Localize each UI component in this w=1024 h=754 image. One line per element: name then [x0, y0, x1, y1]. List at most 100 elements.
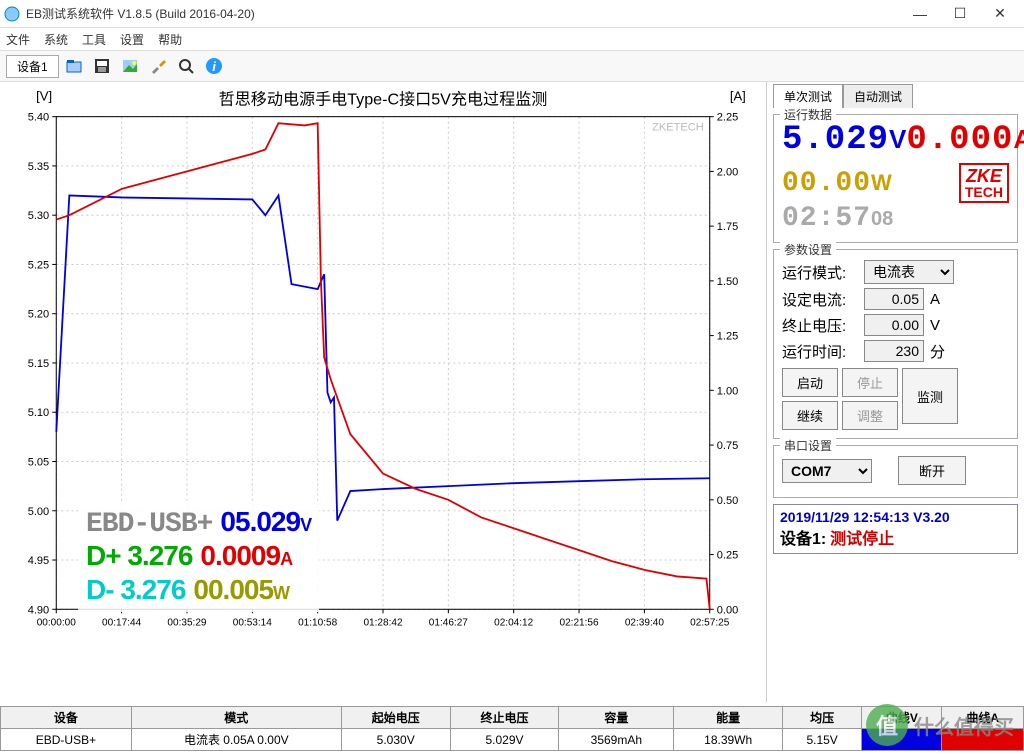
minimize-button[interactable]: — — [900, 2, 940, 26]
svg-text:02:39:40: 02:39:40 — [625, 617, 665, 628]
titlebar: EB测试系统软件 V1.8.5 (Build 2016-04-20) — ☐ ✕ — [0, 0, 1024, 28]
svg-text:5.05: 5.05 — [28, 457, 50, 469]
svg-text:1.75: 1.75 — [717, 221, 739, 233]
cutoff-v-label: 终止电压: — [782, 315, 858, 336]
monitor-button[interactable]: 监测 — [902, 368, 958, 424]
close-button[interactable]: ✕ — [980, 2, 1020, 26]
open-icon[interactable] — [61, 53, 87, 79]
svg-text:5.00: 5.00 — [28, 506, 50, 518]
run-current: 0.000 — [906, 121, 1013, 159]
svg-text:00:17:44: 00:17:44 — [102, 617, 142, 628]
svg-text:ZKETECH: ZKETECH — [652, 122, 704, 134]
svg-text:02:04:12: 02:04:12 — [494, 617, 534, 628]
svg-text:01:10:58: 01:10:58 — [298, 617, 338, 628]
svg-text:02:21:56: 02:21:56 — [559, 617, 599, 628]
svg-text:2.25: 2.25 — [717, 112, 739, 124]
runtime-input[interactable] — [864, 340, 924, 362]
runtime-label: 运行时间: — [782, 341, 858, 362]
adjust-button[interactable]: 调整 — [842, 401, 898, 430]
stop-button[interactable]: 停止 — [842, 368, 898, 397]
svg-text:5.20: 5.20 — [28, 309, 50, 321]
run-data-panel: 运行数据 5.029V 0.000A 00.00W ZKETECH 02:570… — [773, 114, 1018, 243]
menu-system[interactable]: 系统 — [44, 31, 68, 48]
svg-text:4.90: 4.90 — [28, 604, 50, 616]
status-message: 测试停止 — [830, 531, 894, 548]
window-title: EB测试系统软件 V1.8.5 (Build 2016-04-20) — [26, 5, 900, 22]
svg-text:00:00:00: 00:00:00 — [37, 617, 77, 628]
info-icon[interactable]: i — [201, 53, 227, 79]
svg-text:[V]: [V] — [36, 89, 52, 104]
menubar: 文件 系统 工具 设置 帮助 — [0, 28, 1024, 50]
svg-text:i: i — [212, 59, 216, 74]
test-tabs: 单次测试 自动测试 — [773, 84, 1018, 108]
svg-text:0.25: 0.25 — [717, 550, 739, 562]
svg-text:5.40: 5.40 — [28, 112, 50, 124]
overlay-dplus: D+ 3.276 — [86, 540, 192, 574]
set-current-input[interactable] — [864, 288, 924, 310]
device-tab[interactable]: 设备1 — [6, 55, 59, 78]
com-port-select[interactable]: COM7 — [782, 459, 872, 483]
set-current-label: 设定电流: — [782, 289, 858, 310]
param-legend: 参数设置 — [780, 241, 836, 258]
image-icon[interactable] — [117, 53, 143, 79]
svg-text:00:53:14: 00:53:14 — [233, 617, 273, 628]
mode-label: 运行模式: — [782, 262, 858, 283]
run-data-legend: 运行数据 — [780, 106, 836, 123]
svg-text:2.00: 2.00 — [717, 166, 739, 178]
menu-file[interactable]: 文件 — [6, 31, 30, 48]
start-button[interactable]: 启动 — [782, 368, 838, 397]
svg-text:哲思移动电源手电Type-C接口5V充电过程监测: 哲思移动电源手电Type-C接口5V充电过程监测 — [219, 91, 548, 109]
svg-text:0.75: 0.75 — [717, 440, 739, 452]
overlay-dminus: D- 3.276 — [86, 574, 185, 608]
svg-text:5.15: 5.15 — [28, 358, 50, 370]
watermark-icon: 值 — [866, 704, 908, 746]
continue-button[interactable]: 继续 — [782, 401, 838, 430]
svg-text:02:57:25: 02:57:25 — [690, 617, 730, 628]
menu-settings[interactable]: 设置 — [120, 31, 144, 48]
status-device-label: 设备1: — [780, 531, 826, 548]
svg-text:5.25: 5.25 — [28, 259, 50, 271]
chart-overlay: EBD-USB+ 05.029V D+ 3.2760.0009A D- 3.276… — [78, 502, 319, 612]
run-power: 00.00 — [782, 168, 871, 199]
run-time: 02:57 — [782, 203, 871, 234]
svg-text:5.10: 5.10 — [28, 407, 50, 419]
maximize-button[interactable]: ☐ — [940, 2, 980, 26]
svg-text:5.35: 5.35 — [28, 161, 50, 173]
svg-text:0.00: 0.00 — [717, 604, 739, 616]
overlay-device: EBD-USB+ — [86, 509, 212, 540]
status-timestamp: 2019/11/29 12:54:13 V3.20 — [780, 509, 1011, 525]
svg-text:00:35:29: 00:35:29 — [167, 617, 207, 628]
tab-auto-test[interactable]: 自动测试 — [843, 84, 913, 108]
cutoff-v-input[interactable] — [864, 314, 924, 336]
svg-text:5.30: 5.30 — [28, 210, 50, 222]
menu-tools[interactable]: 工具 — [82, 31, 106, 48]
status-panel: 2019/11/29 12:54:13 V3.20 设备1: 测试停止 — [773, 504, 1018, 554]
site-watermark: 值 什么值得买 — [866, 704, 1014, 746]
svg-text:1.50: 1.50 — [717, 276, 739, 288]
watermark-text: 什么值得买 — [914, 711, 1014, 740]
tab-single-test[interactable]: 单次测试 — [773, 84, 843, 108]
svg-text:01:46:27: 01:46:27 — [429, 617, 469, 628]
disconnect-button[interactable]: 断开 — [898, 456, 966, 485]
serial-panel: 串口设置 COM7 断开 — [773, 445, 1018, 498]
svg-text:[A]: [A] — [730, 89, 746, 104]
toolbar: 设备1 i — [0, 50, 1024, 82]
zoom-icon[interactable] — [173, 53, 199, 79]
overlay-power: 00.005W — [193, 574, 289, 608]
param-panel: 参数设置 运行模式: 电流表 设定电流: A 终止电压: V 运行时间: 分 启… — [773, 249, 1018, 439]
svg-text:01:28:42: 01:28:42 — [363, 617, 403, 628]
svg-text:0.50: 0.50 — [717, 495, 739, 507]
svg-text:1.00: 1.00 — [717, 385, 739, 397]
svg-text:4.95: 4.95 — [28, 555, 50, 567]
tools-icon[interactable] — [145, 53, 171, 79]
svg-text:1.25: 1.25 — [717, 331, 739, 343]
overlay-current: 0.0009A — [200, 540, 292, 574]
serial-legend: 串口设置 — [780, 437, 836, 454]
overlay-voltage: 05.029V — [220, 506, 311, 540]
save-icon[interactable] — [89, 53, 115, 79]
zketech-logo: ZKETECH — [959, 163, 1009, 203]
run-voltage: 5.029 — [782, 121, 889, 159]
app-icon — [4, 6, 20, 22]
menu-help[interactable]: 帮助 — [158, 31, 182, 48]
mode-select[interactable]: 电流表 — [864, 260, 954, 284]
